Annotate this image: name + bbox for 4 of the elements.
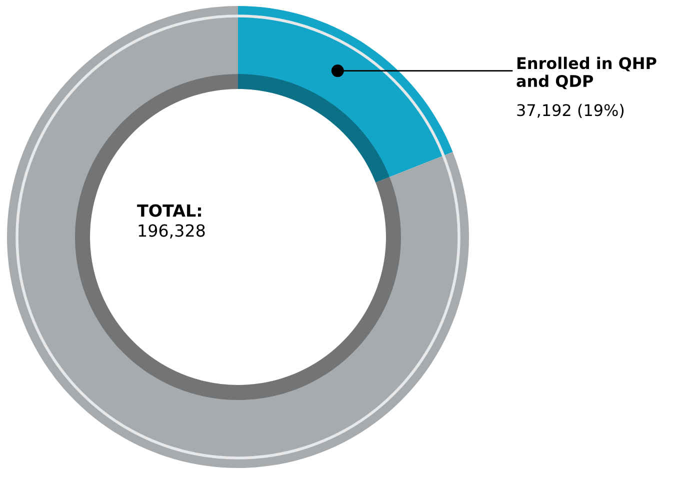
- text: 196,328: [138, 224, 205, 239]
- text: TOTAL:: [137, 204, 201, 217]
- slice-label: Enrolled in QHP and QDP: [516, 56, 656, 90]
- data-label: 37,192 (19%): [517, 104, 624, 118]
